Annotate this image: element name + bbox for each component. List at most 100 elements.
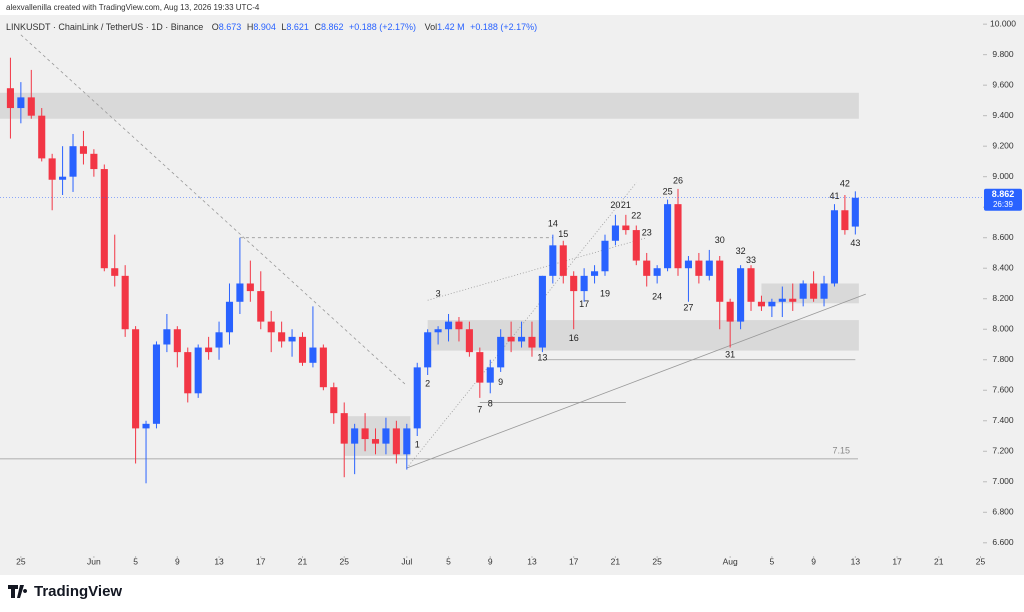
logo: TradingView [34, 583, 122, 600]
wave-label: 17 [579, 299, 589, 309]
x-tick-label: 25 [652, 556, 662, 566]
candle-body [538, 275, 546, 348]
candle-body [820, 283, 828, 299]
x-tick-label: 9 [175, 556, 180, 566]
candle-body [737, 268, 745, 322]
x-tick-label: 13 [214, 556, 224, 566]
candle-body [173, 329, 181, 353]
level-label: 7.15 [832, 445, 850, 455]
y-tick-label: 8.200 [992, 293, 1014, 303]
candle-body [330, 387, 338, 414]
wave-label: 43 [850, 238, 860, 248]
candle-body [100, 169, 108, 269]
candle-body [789, 298, 797, 302]
candle-body [810, 283, 818, 299]
wave-label: 15 [558, 229, 568, 239]
x-tick-label: 17 [892, 556, 902, 566]
ohlc-letter: O [212, 22, 219, 32]
y-tick-label: 9.000 [992, 171, 1014, 181]
ohlc-letter: C [314, 22, 321, 32]
x-tick-label: 21 [934, 556, 944, 566]
wave-label: 42 [840, 179, 850, 189]
drawing-line [20, 34, 408, 386]
y-tick-label: 7.600 [992, 385, 1014, 395]
candle-body [111, 268, 119, 276]
candle-body [549, 245, 557, 276]
wave-label: 7 [477, 404, 482, 414]
candle-body [757, 301, 765, 307]
volume: 1.42 M [437, 22, 465, 32]
x-tick-label: 5 [446, 556, 451, 566]
wave-label: 3 [436, 289, 441, 299]
low-value: 8.621 [286, 22, 309, 32]
drawing-line [406, 293, 866, 469]
candle-body [340, 413, 348, 444]
candle-body [830, 210, 839, 284]
price-badge-value: 8.862 [992, 189, 1015, 199]
zone [427, 320, 859, 351]
candle-body [841, 210, 849, 231]
candle-body [434, 329, 442, 333]
candle-body [580, 275, 588, 292]
y-tick-label: 7.400 [992, 415, 1014, 425]
candle-body [570, 275, 578, 292]
wave-label: 32 [736, 246, 746, 256]
x-tick-label: 25 [339, 556, 349, 566]
y-tick-label: 8.000 [992, 323, 1014, 333]
x-tick-label: 17 [569, 556, 579, 566]
candle-body [632, 230, 640, 261]
candle-body [705, 260, 713, 276]
candle-body [643, 260, 651, 276]
y-tick-label: 6.600 [992, 537, 1014, 547]
x-tick-label: 13 [527, 556, 537, 566]
ohlc-letter: L [281, 22, 286, 32]
wave-label: 1 [415, 440, 420, 450]
candle-body [298, 336, 307, 363]
volume-label: Vol [425, 22, 438, 32]
candle-body [27, 97, 35, 116]
volume-change: +0.188 (+2.17%) [470, 22, 537, 32]
candle-body [476, 352, 484, 383]
wave-label: 13 [537, 353, 547, 363]
candle-body [559, 245, 567, 276]
x-tick-label: 21 [298, 556, 308, 566]
zone [0, 92, 859, 119]
x-tick-label: 25 [16, 556, 26, 566]
wave-label: 25 [663, 186, 673, 196]
candle-body [194, 347, 202, 394]
change: +0.188 (+2.17%) [349, 22, 416, 32]
candle-body [246, 283, 254, 292]
candle-body [444, 321, 453, 330]
candle-body [778, 298, 786, 302]
drawing-line [427, 237, 647, 301]
wave-label: 31 [725, 350, 735, 360]
y-tick-label: 10.000 [990, 18, 1016, 28]
candle-body [309, 347, 317, 363]
candle-body [132, 329, 140, 429]
logo-icon [8, 585, 28, 598]
high-value: 8.904 [253, 22, 276, 32]
y-tick-label: 7.200 [992, 446, 1014, 456]
candle-body [486, 367, 494, 383]
candle-body [611, 225, 619, 241]
x-tick-label: 17 [256, 556, 266, 566]
candle-body [507, 336, 515, 342]
candle-body [403, 428, 411, 455]
wave-label: 27 [683, 302, 693, 312]
candle-body [497, 336, 505, 368]
candle-body [653, 268, 661, 276]
wave-label: 41 [829, 191, 839, 201]
x-tick-label: 5 [770, 556, 775, 566]
y-tick-label: 9.200 [992, 140, 1014, 150]
y-tick-label: 9.800 [992, 49, 1014, 59]
wave-label: 19 [600, 289, 610, 299]
close-value: 8.862 [321, 22, 344, 32]
candle-body [319, 347, 327, 388]
candle-body [152, 344, 161, 424]
x-tick-label: Jul [401, 556, 412, 566]
candle-body [455, 321, 463, 330]
wave-label: 23 [642, 228, 652, 238]
header: LINKUSDT · ChainLink / TetherUS · 1D · B… [6, 22, 537, 32]
